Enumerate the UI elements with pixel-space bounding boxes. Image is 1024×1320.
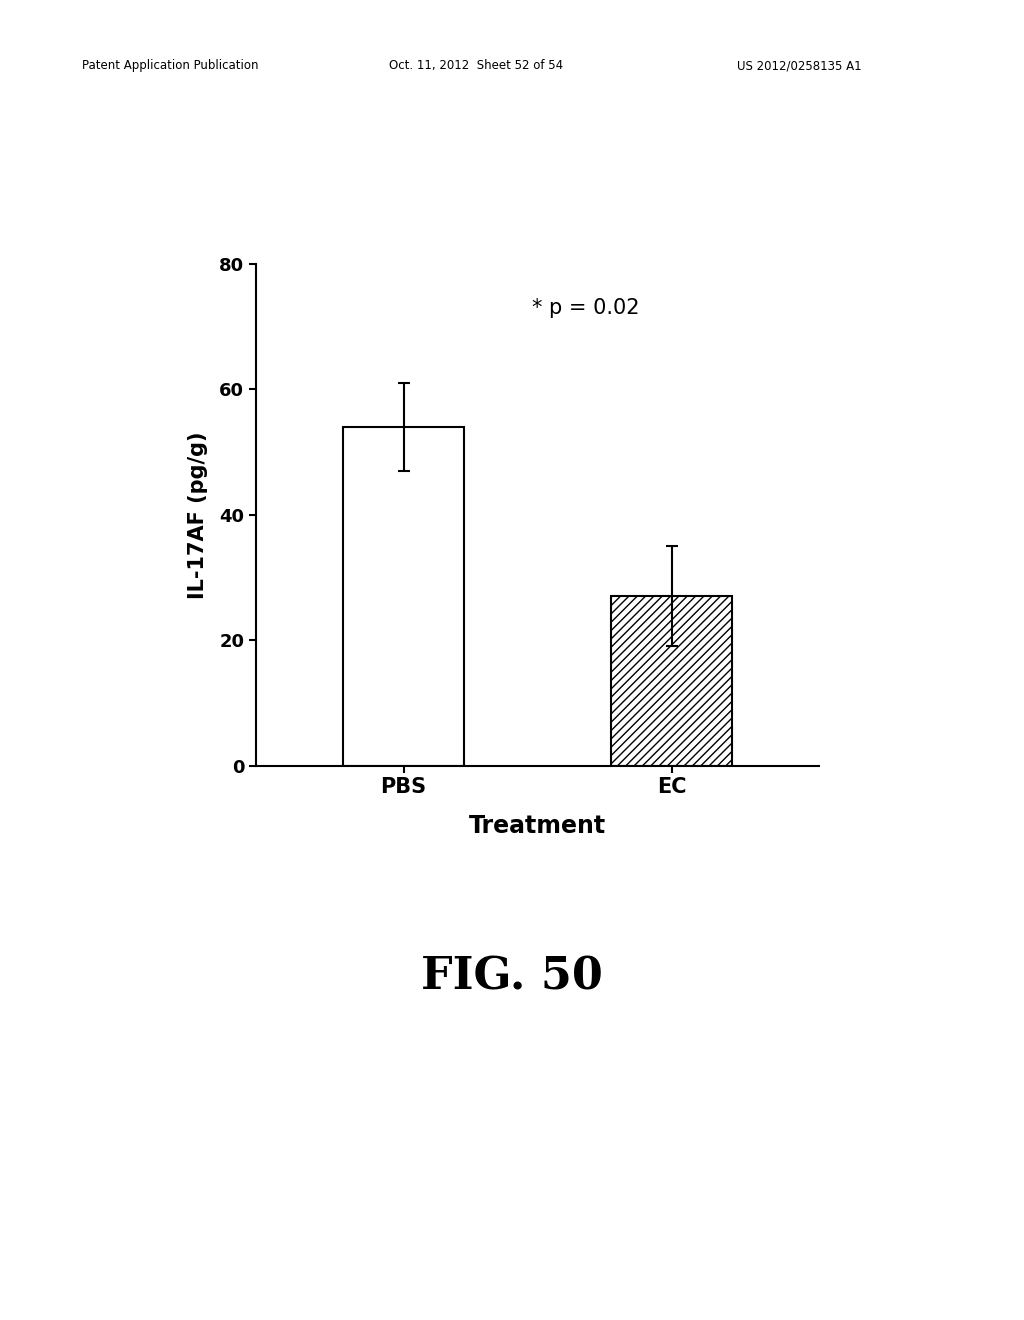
- Text: * p = 0.02: * p = 0.02: [532, 298, 640, 318]
- Text: FIG. 50: FIG. 50: [421, 956, 603, 998]
- Text: Oct. 11, 2012  Sheet 52 of 54: Oct. 11, 2012 Sheet 52 of 54: [389, 59, 563, 73]
- Y-axis label: IL-17AF (pg/g): IL-17AF (pg/g): [188, 432, 208, 598]
- Text: US 2012/0258135 A1: US 2012/0258135 A1: [737, 59, 862, 73]
- X-axis label: Treatment: Treatment: [469, 814, 606, 838]
- Text: Patent Application Publication: Patent Application Publication: [82, 59, 258, 73]
- Bar: [343, 428, 464, 766]
- Bar: [611, 597, 732, 766]
